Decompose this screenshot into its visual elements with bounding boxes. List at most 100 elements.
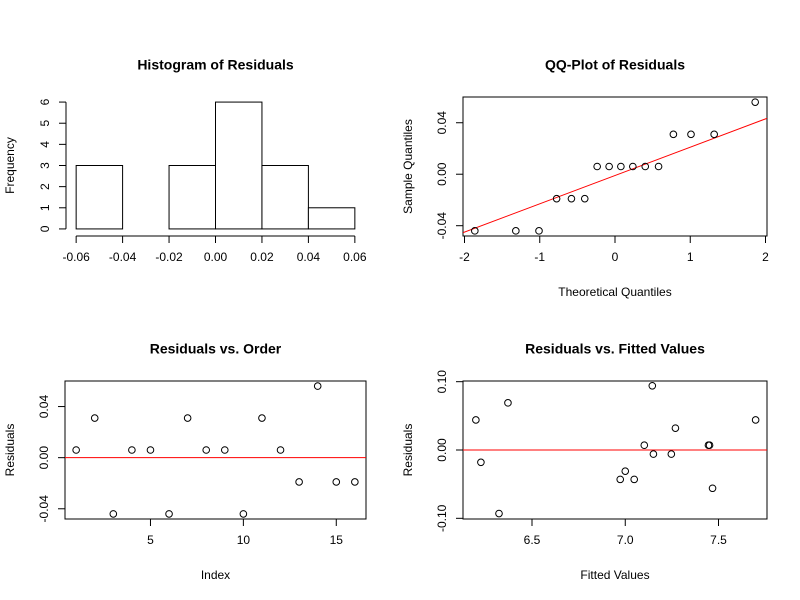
point: [332, 478, 341, 486]
point: [165, 510, 173, 518]
point: [649, 450, 658, 458]
panel-title: Histogram of Residuals: [137, 57, 294, 73]
y-tick-label: 0.00: [37, 446, 51, 470]
y-axis-label: Frequency: [3, 137, 17, 194]
x-tick-label: -1: [534, 250, 545, 264]
point: [471, 227, 479, 235]
y-tick-label: -0.10: [435, 504, 449, 532]
x-tick-label: 0.02: [250, 250, 274, 264]
x-axis-label: Fitted Values: [580, 568, 649, 582]
point: [593, 162, 601, 171]
point: [146, 446, 155, 454]
point: [751, 416, 760, 424]
plot-box: [64, 380, 367, 520]
panel-title: Residuals vs. Order: [150, 341, 282, 357]
x-axis-label: Index: [201, 568, 230, 582]
point: [605, 162, 613, 171]
point: [512, 227, 520, 235]
panel-title: QQ-Plot of Residuals: [545, 57, 685, 73]
x-tick-label: 6.5: [524, 533, 541, 547]
x-tick-label: 0: [612, 250, 619, 264]
histogram-bar: [215, 101, 263, 230]
qq-line: [463, 117, 767, 234]
y-tick-label: 2: [38, 183, 52, 190]
point: [667, 450, 676, 458]
point: [617, 162, 625, 171]
point: [477, 458, 485, 467]
y-tick-label: 5: [38, 120, 52, 127]
point: [202, 446, 211, 454]
y-tick-label: 0.10: [435, 370, 449, 394]
point: [580, 194, 589, 203]
point: [640, 441, 649, 450]
point: [621, 467, 630, 475]
x-tick-label: 7.5: [710, 533, 727, 547]
point: [220, 446, 229, 454]
x-tick-label: -0.04: [109, 250, 137, 264]
y-axis-label: Residuals: [401, 424, 415, 477]
y-tick-label: 0.00: [435, 162, 449, 186]
point: [567, 194, 576, 203]
x-tick-label: -0.02: [155, 250, 183, 264]
histogram-bar: [75, 165, 124, 230]
y-axis-label: Sample Quantiles: [401, 119, 415, 214]
x-tick-label: 10: [237, 533, 251, 547]
y-tick-label: -0.04: [37, 495, 51, 523]
x-tick-label: 1: [687, 250, 694, 264]
y-tick-label: 0.04: [435, 111, 449, 135]
x-tick-label: 5: [147, 533, 154, 547]
point: [751, 98, 759, 106]
point: [630, 475, 639, 484]
point: [351, 478, 359, 486]
point: [552, 194, 561, 203]
point: [128, 446, 136, 454]
point: [708, 484, 717, 493]
histogram-bar: [168, 165, 216, 230]
point: [72, 446, 80, 454]
y-axis-label: Residuals: [3, 424, 17, 477]
x-tick-label: 0.00: [204, 250, 228, 264]
point: [276, 446, 285, 454]
y-tick-label: 0.04: [37, 395, 51, 419]
y-tick-label: 0.00: [435, 438, 449, 462]
point: [90, 414, 99, 422]
y-tick-label: 0: [38, 225, 52, 232]
point: [295, 478, 303, 486]
point: [109, 510, 118, 518]
y-tick-label: 4: [38, 141, 52, 148]
y-tick-label: 3: [38, 162, 52, 169]
y-tick-label: 6: [38, 98, 52, 105]
point: [705, 441, 714, 450]
point: [648, 381, 657, 390]
x-tick-label: 2: [762, 250, 769, 264]
point: [504, 399, 512, 407]
panel-title: Residuals vs. Fitted Values: [525, 341, 705, 357]
histogram-bar: [261, 165, 309, 230]
point: [641, 162, 650, 171]
point: [687, 130, 695, 139]
x-axis-label: Theoretical Quantiles: [558, 285, 671, 299]
x-tick-label: 0.06: [343, 250, 367, 264]
point: [654, 162, 663, 171]
point: [629, 162, 637, 171]
y-tick-label: 1: [38, 204, 52, 211]
point: [535, 227, 543, 235]
point: [616, 475, 625, 484]
point: [495, 509, 503, 518]
x-tick-label: 7.0: [617, 533, 634, 547]
point: [472, 416, 480, 424]
point: [239, 510, 248, 518]
point: [671, 424, 680, 432]
x-tick-label: -0.06: [62, 250, 90, 264]
x-tick-label: -2: [459, 250, 470, 264]
histogram-bar: [307, 207, 356, 230]
point: [258, 414, 266, 422]
point: [669, 130, 678, 139]
x-tick-label: 0.04: [297, 250, 321, 264]
x-tick-label: 15: [330, 533, 344, 547]
y-tick-label: -0.04: [435, 212, 449, 240]
point: [710, 130, 718, 139]
point: [183, 414, 192, 422]
